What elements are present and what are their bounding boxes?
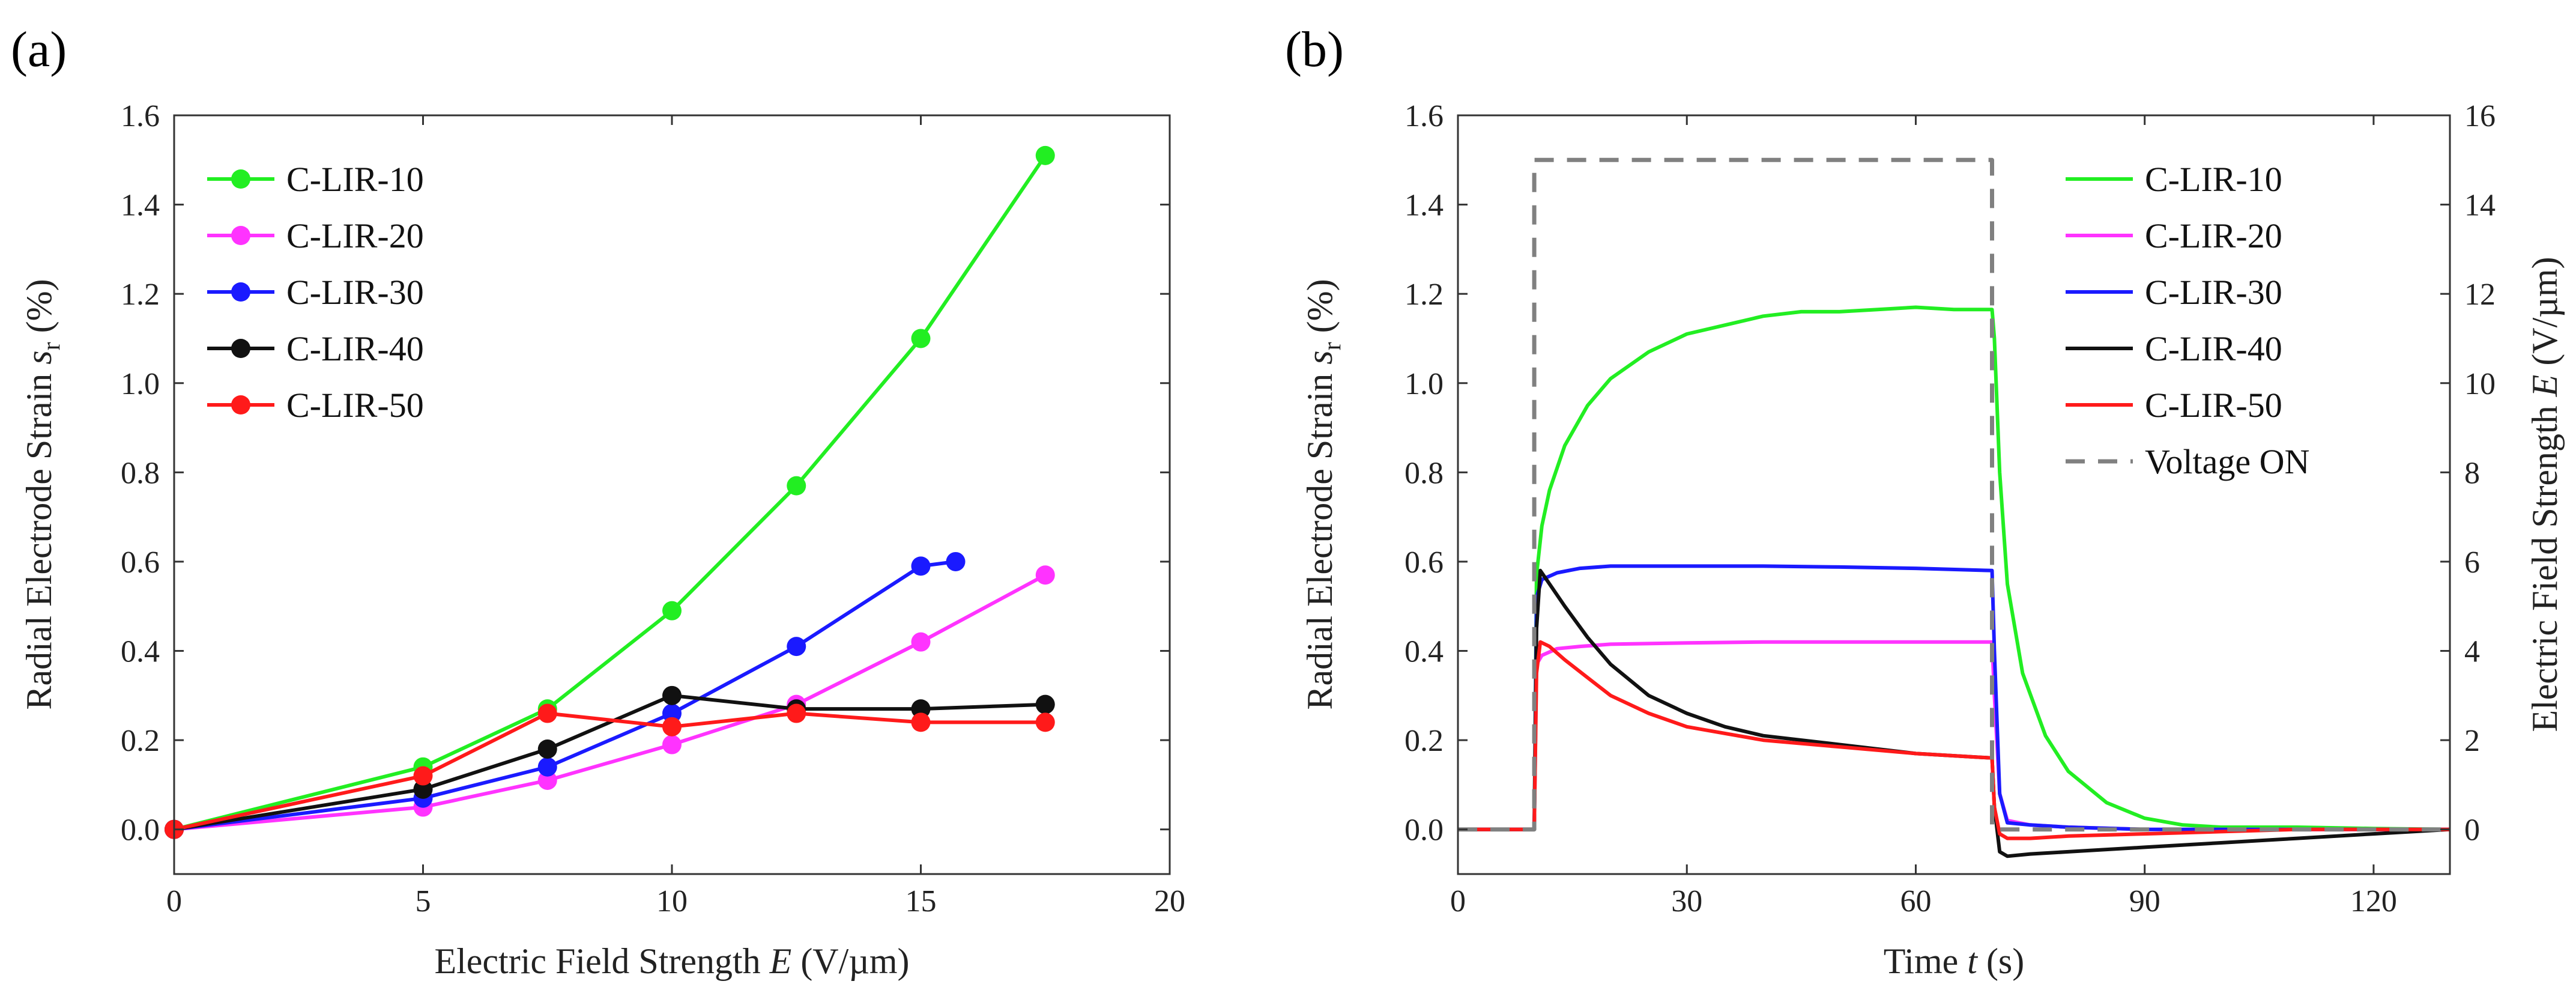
y-tick-label: 0.4 bbox=[1404, 635, 1444, 669]
data-point bbox=[787, 637, 806, 657]
legend-marker bbox=[231, 395, 250, 414]
y2-axis-label-b: Electric Field Strength E (V/µm) bbox=[2525, 257, 2565, 732]
y-tick-label: 0.2 bbox=[121, 724, 160, 758]
data-point bbox=[662, 601, 682, 621]
series-line-c-lir-20 bbox=[1458, 640, 2450, 831]
legend-label: C-LIR-50 bbox=[2145, 386, 2282, 425]
x-axis-label-a: Electric Field Strength E (V/µm) bbox=[434, 941, 909, 981]
x-tick-label: 15 bbox=[906, 884, 937, 918]
x-tick-label: 0 bbox=[1450, 884, 1466, 918]
panel-label-a: (a) bbox=[11, 22, 67, 77]
y-tick-label: 0.6 bbox=[121, 545, 160, 580]
series-line-c-lir-40 bbox=[1458, 568, 2451, 858]
data-point bbox=[413, 766, 433, 786]
y-tick-label: 1.6 bbox=[1404, 99, 1444, 133]
panel-label-b: (b) bbox=[1285, 22, 1344, 77]
y-tick-label: 1.0 bbox=[1404, 367, 1444, 401]
data-point bbox=[787, 476, 806, 496]
series-line-c-lir-10 bbox=[1458, 305, 2451, 831]
y-tick-label: 0.0 bbox=[1404, 813, 1444, 848]
data-point bbox=[662, 685, 682, 705]
y-tick-label: 1.4 bbox=[1404, 189, 1444, 223]
y2-tick-label: 2 bbox=[2464, 724, 2480, 758]
y-tick-label: 1.4 bbox=[121, 189, 160, 223]
x-axis-label-b: Time t (s) bbox=[1884, 941, 2025, 981]
data-point bbox=[1035, 712, 1055, 732]
legend-label: C-LIR-40 bbox=[286, 329, 424, 368]
legend-label: C-LIR-10 bbox=[2145, 160, 2282, 199]
legend-label: C-LIR-20 bbox=[286, 216, 424, 255]
y-tick-label: 0.8 bbox=[1404, 456, 1444, 490]
y2-tick-label: 4 bbox=[2464, 635, 2480, 669]
y2-tick-label: 8 bbox=[2464, 456, 2480, 490]
legend-marker bbox=[231, 339, 250, 358]
plot-frame-b bbox=[1457, 114, 2451, 875]
data-point bbox=[413, 779, 433, 799]
data-point bbox=[787, 703, 806, 723]
y-tick-label: 0.8 bbox=[121, 456, 160, 490]
y2-tick-label: 6 bbox=[2464, 545, 2480, 580]
x-tick-label: 20 bbox=[1154, 884, 1185, 918]
y-tick-label: 0.2 bbox=[1404, 724, 1444, 758]
series-line-c-lir-50 bbox=[1458, 640, 2450, 840]
y-tick-label: 0.6 bbox=[1404, 545, 1444, 580]
data-point bbox=[911, 556, 931, 576]
legend-a: C-LIR-10 C-LIR-20 C-LIR-30 C-LIR-40 C-LIR-50 bbox=[207, 160, 424, 425]
data-point bbox=[911, 712, 931, 732]
x-tick-label: 5 bbox=[416, 884, 431, 918]
chart-b: (b) 0 30 60 90 1200.00.20.40.60.81.01.21.41.… bbox=[1285, 22, 2565, 981]
data-point bbox=[537, 739, 557, 759]
legend-label: C-LIR-30 bbox=[286, 273, 424, 312]
y-tick-label: 1.6 bbox=[121, 99, 160, 133]
data-point bbox=[911, 329, 931, 348]
y-tick-label: 1.2 bbox=[121, 278, 160, 312]
series-line-c-lir-30 bbox=[1458, 564, 2450, 831]
legend-marker bbox=[231, 169, 250, 189]
y-tick-label: 1.2 bbox=[1404, 278, 1444, 312]
legend-marker bbox=[231, 226, 250, 245]
y-tick-label: 0.0 bbox=[121, 813, 160, 848]
data-point bbox=[1035, 565, 1055, 585]
y-tick-label: 1.0 bbox=[121, 367, 160, 401]
x-tick-label: 0 bbox=[166, 884, 182, 918]
legend-label: C-LIR-30 bbox=[2145, 273, 2282, 312]
data-point bbox=[946, 551, 966, 571]
data-point bbox=[537, 757, 557, 777]
x-tick-label: 30 bbox=[1671, 884, 1702, 918]
x-tick-label: 60 bbox=[1900, 884, 1931, 918]
data-point bbox=[662, 703, 682, 723]
y2-tick-label: 14 bbox=[2464, 189, 2496, 223]
data-point bbox=[911, 632, 931, 652]
x-tick-label: 10 bbox=[656, 884, 688, 918]
data-point bbox=[537, 770, 557, 790]
legend-label: C-LIR-10 bbox=[286, 160, 424, 199]
legend-label: C-LIR-40 bbox=[2145, 329, 2282, 368]
data-point bbox=[1035, 145, 1055, 165]
legend-label: Voltage ON bbox=[2145, 442, 2309, 481]
data-point bbox=[537, 703, 557, 723]
x-tick-label: 90 bbox=[2129, 884, 2160, 918]
x-tick-label: 120 bbox=[2350, 884, 2397, 918]
series-line-voltage-on bbox=[1458, 157, 2450, 832]
y-axis-label-a: Radial Electrode Strain sr (%) bbox=[19, 279, 65, 709]
legend-label: C-LIR-20 bbox=[2145, 216, 2282, 255]
y-tick-label: 0.4 bbox=[121, 635, 160, 669]
legend-marker bbox=[231, 282, 250, 302]
y2-tick-label: 16 bbox=[2464, 99, 2496, 133]
legend-b: C-LIR-10 C-LIR-20 C-LIR-30 C-LIR-40 C-LIR-50… bbox=[2066, 160, 2309, 481]
data-point bbox=[662, 735, 682, 755]
data-point bbox=[662, 717, 682, 736]
data-point bbox=[911, 699, 931, 719]
data-point bbox=[1035, 694, 1055, 714]
y2-tick-label: 12 bbox=[2464, 278, 2496, 312]
y2-tick-label: 10 bbox=[2464, 367, 2496, 401]
chart-a: (a) 0 5 10 15 200.00.20.40.60.81.01.21.41.6 … bbox=[11, 22, 1185, 981]
y-axis-label-b: Radial Electrode Strain sr (%) bbox=[1300, 279, 1346, 709]
y2-tick-label: 0 bbox=[2464, 813, 2480, 848]
legend-label: C-LIR-50 bbox=[286, 386, 424, 425]
